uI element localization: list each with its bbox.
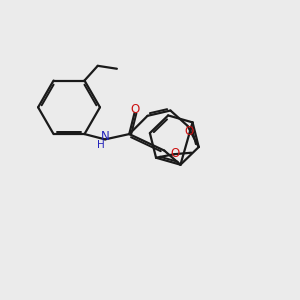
Text: O: O [185, 125, 194, 138]
Text: N: N [101, 130, 110, 143]
Text: H: H [97, 140, 104, 150]
Text: O: O [170, 147, 179, 161]
Text: O: O [130, 103, 140, 116]
